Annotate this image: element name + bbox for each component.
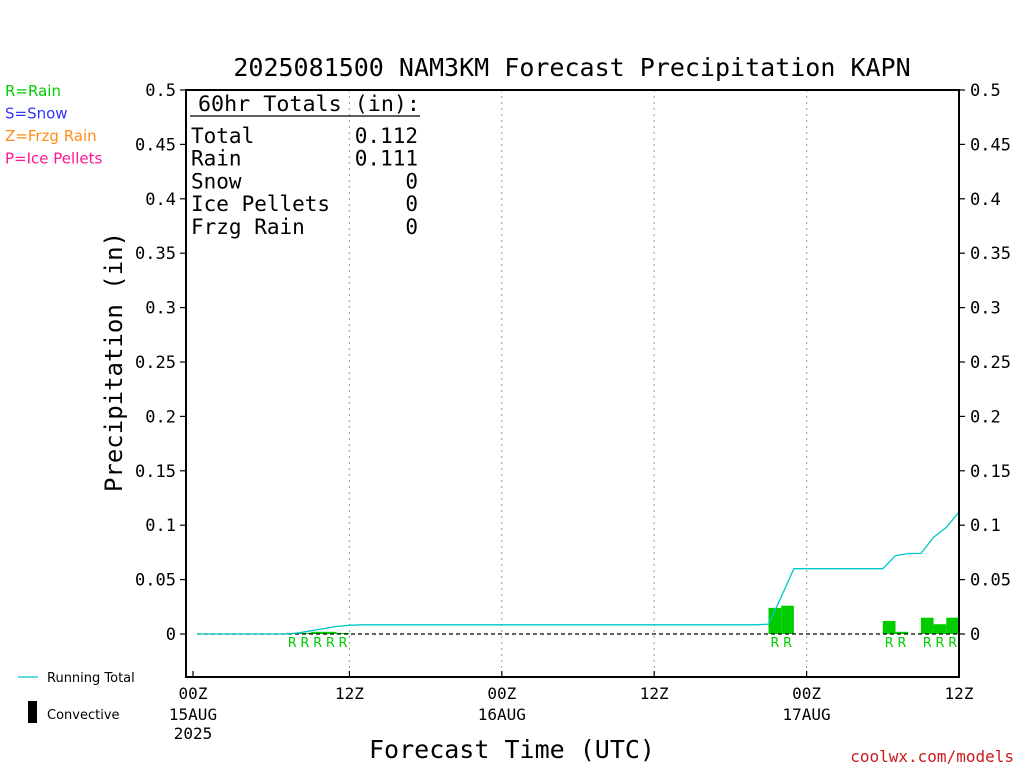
precip-type-label-3: R xyxy=(326,636,335,651)
y-tick-label-right-0: 0.5 xyxy=(970,81,1001,101)
totals-value-0: 0.112 xyxy=(355,124,418,148)
x-tick-label-2: 00Z xyxy=(487,684,516,703)
x-tick-label-4: 00Z xyxy=(792,684,821,703)
totals-value-4: 0 xyxy=(405,215,418,239)
totals-header: 60hr Totals (in): xyxy=(198,92,420,116)
y-axis-ticks: 0.5 0.5 0.45 0.45 0.4 0.4 0.35 0.35 0.3 0.3 0.25 0.… xyxy=(135,81,1011,645)
totals-value-2: 0 xyxy=(405,169,418,193)
y-tick-label-right-4: 0.3 xyxy=(970,299,1001,319)
precip-bar-5 xyxy=(768,607,782,634)
totals-value-1: 0.111 xyxy=(355,147,418,171)
x-tick-label-0: 00Z xyxy=(179,684,208,703)
y-tick-label-right-9: 0.05 xyxy=(970,571,1011,591)
legend-type-3: P=Ice Pellets xyxy=(5,150,102,168)
x-tick-label-1: 12Z xyxy=(335,684,364,703)
precip-type-label-5: R xyxy=(770,636,779,651)
totals-label-1: Rain xyxy=(191,147,242,171)
y-tick-label-left-1: 0.45 xyxy=(135,135,176,155)
footer-credit: coolwx.com/models xyxy=(850,747,1014,766)
precip-type-label-6: R xyxy=(783,636,792,651)
precip-type-label-7: R xyxy=(885,636,894,651)
precip-bar-10 xyxy=(933,624,947,634)
totals-label-2: Snow xyxy=(191,169,242,193)
x-tick-year-0: 2025 xyxy=(174,724,213,743)
y-tick-label-left-2: 0.4 xyxy=(145,190,176,210)
precip-bar-8 xyxy=(895,631,909,634)
x-tick-date-0: 15AUG xyxy=(169,705,217,724)
y-tick-label-left-6: 0.2 xyxy=(145,407,176,427)
plot-frame xyxy=(185,89,960,678)
precip-bar-2 xyxy=(311,631,324,634)
y-tick-label-right-5: 0.25 xyxy=(970,353,1011,373)
y-tick-label-left-0: 0.5 xyxy=(145,81,176,101)
precip-type-label-4: R xyxy=(339,636,348,651)
y-tick-label-right-2: 0.4 xyxy=(970,190,1001,210)
grid-lines xyxy=(348,90,808,677)
precip-bar-9 xyxy=(920,617,934,634)
y-tick-label-left-3: 0.35 xyxy=(135,244,176,264)
running-total-legend-label: Running Total xyxy=(47,671,135,686)
x-tick-label-3: 12Z xyxy=(640,684,669,703)
x-axis-label: Forecast Time (UTC) xyxy=(369,735,655,764)
y-tick-label-right-1: 0.45 xyxy=(970,135,1011,155)
x-tick-date-4: 17AUG xyxy=(783,705,831,724)
y-tick-label-left-5: 0.25 xyxy=(135,353,176,373)
legend-type-1: S=Snow xyxy=(5,105,68,123)
precip-bar-4 xyxy=(336,632,350,634)
bottom-legend: Running Total Convective xyxy=(18,671,135,723)
precip-bar-3 xyxy=(324,631,337,634)
y-tick-label-left-8: 0.1 xyxy=(145,516,176,536)
convective-legend-label: Convective xyxy=(47,708,120,723)
precip-type-label-11: R xyxy=(948,636,957,651)
totals-box: 60hr Totals (in): Total 0.112 Rain 0.111 Sno… xyxy=(190,92,420,239)
y-tick-label-right-3: 0.35 xyxy=(970,244,1011,264)
precip-type-label-0: R xyxy=(288,636,297,651)
bar-series xyxy=(285,605,959,634)
legend-type-0: R=Rain xyxy=(5,82,61,100)
x-tick-label-5: 12Z xyxy=(945,684,974,703)
precip-type-label-2: R xyxy=(313,636,322,651)
precip-type-label-8: R xyxy=(897,636,906,651)
precip-type-label-1: R xyxy=(300,636,309,651)
convective-legend-swatch xyxy=(28,701,37,723)
precip-bar-11 xyxy=(946,617,959,634)
legend-type-2: Z=Frzg Rain xyxy=(5,127,97,145)
y-tick-label-right-6: 0.2 xyxy=(970,407,1001,427)
y-tick-label-right-8: 0.1 xyxy=(970,516,1001,536)
precip-type-legend: R=Rain S=Snow Z=Frzg Rain P=Ice Pellets xyxy=(5,82,102,168)
y-tick-label-left-10: 0 xyxy=(166,625,176,645)
y-tick-label-left-9: 0.05 xyxy=(135,571,176,591)
totals-value-3: 0 xyxy=(405,192,418,216)
totals-label-4: Frzg Rain xyxy=(191,215,305,239)
y-tick-label-right-10: 0 xyxy=(970,625,980,645)
y-tick-label-right-7: 0.15 xyxy=(970,462,1011,482)
y-axis-label: Precipitation (in) xyxy=(100,232,128,492)
totals-label-3: Ice Pellets xyxy=(191,192,330,216)
precip-bar-7 xyxy=(882,620,896,634)
y-tick-label-left-7: 0.15 xyxy=(135,462,176,482)
precip-type-label-10: R xyxy=(935,636,944,651)
precip-type-label-9: R xyxy=(923,636,932,651)
totals-label-0: Total xyxy=(191,124,254,148)
x-tick-date-2: 16AUG xyxy=(478,705,526,724)
running-total-line xyxy=(197,511,960,635)
chart-title: 2025081500 NAM3KM Forecast Precipitation… xyxy=(233,53,910,82)
precip-bar-6 xyxy=(781,605,794,634)
y-tick-label-left-4: 0.3 xyxy=(145,299,176,319)
